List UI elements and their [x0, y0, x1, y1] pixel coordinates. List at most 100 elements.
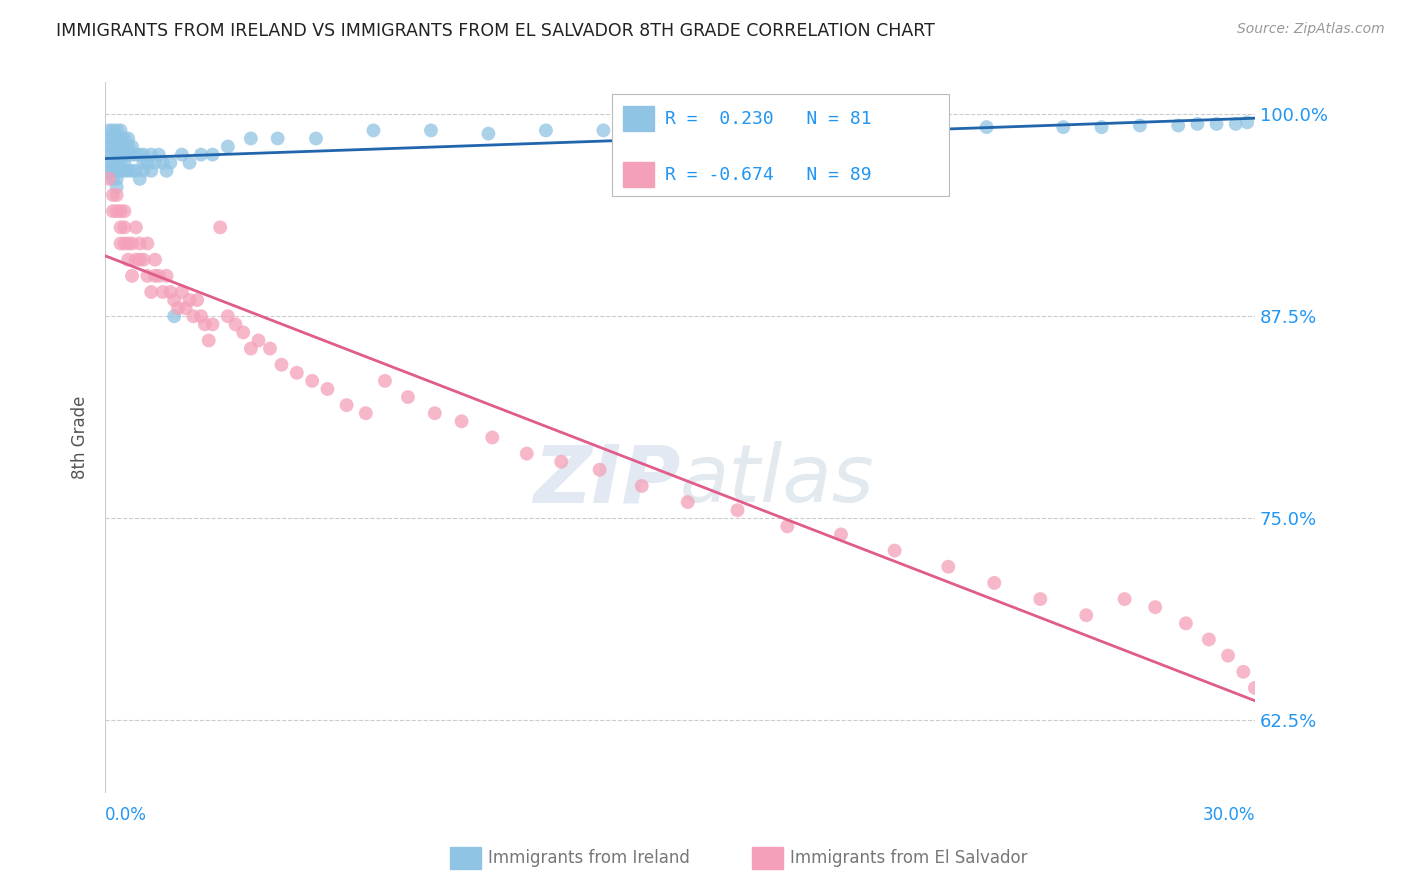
Point — [143, 252, 166, 267]
Text: IMMIGRANTS FROM IRELAND VS IMMIGRANTS FROM EL SALVADOR 8TH GRADE CORRELATION CHA: IMMIGRANTS FROM IRELAND VS IMMIGRANTS FR… — [56, 22, 935, 40]
Point — [209, 220, 232, 235]
Point — [898, 120, 921, 135]
Point — [132, 155, 155, 169]
Point — [117, 139, 139, 153]
Point — [110, 139, 132, 153]
Point — [101, 131, 124, 145]
Point — [101, 188, 124, 202]
Point — [301, 374, 323, 388]
Point — [117, 252, 139, 267]
Point — [148, 147, 170, 161]
Point — [776, 519, 799, 533]
Point — [1129, 119, 1152, 133]
Point — [201, 318, 224, 332]
Point — [1076, 608, 1098, 623]
Point — [1052, 120, 1074, 135]
Point — [1324, 730, 1347, 744]
Point — [136, 155, 159, 169]
Point — [101, 155, 124, 169]
Point — [125, 220, 148, 235]
Point — [190, 310, 212, 324]
Point — [1029, 592, 1052, 607]
Point — [105, 147, 128, 161]
Point — [1244, 681, 1267, 695]
Point — [630, 479, 652, 493]
Point — [101, 139, 124, 153]
Point — [128, 252, 150, 267]
Point — [727, 503, 749, 517]
Point — [101, 123, 124, 137]
Text: 30.0%: 30.0% — [1202, 805, 1256, 824]
Point — [117, 163, 139, 178]
Point — [98, 147, 121, 161]
Point — [217, 139, 239, 153]
Point — [141, 163, 163, 178]
Point — [259, 342, 281, 356]
Point — [132, 252, 155, 267]
Point — [420, 123, 443, 137]
Point — [98, 131, 121, 145]
Point — [101, 204, 124, 219]
Point — [152, 285, 174, 299]
Text: Immigrants from El Salvador: Immigrants from El Salvador — [790, 849, 1028, 867]
Point — [110, 236, 132, 251]
Text: Source: ZipAtlas.com: Source: ZipAtlas.com — [1237, 22, 1385, 37]
Point — [98, 172, 121, 186]
Point — [117, 236, 139, 251]
Point — [217, 310, 239, 324]
Point — [285, 366, 308, 380]
Point — [179, 155, 201, 169]
Point — [1301, 705, 1323, 719]
Point — [110, 147, 132, 161]
Point — [336, 398, 359, 412]
Point — [1198, 632, 1220, 647]
Point — [148, 268, 170, 283]
Point — [186, 293, 208, 307]
Y-axis label: 8th Grade: 8th Grade — [72, 396, 89, 479]
Point — [1289, 689, 1312, 703]
Point — [305, 131, 328, 145]
Point — [112, 139, 135, 153]
Point — [155, 268, 177, 283]
Point — [163, 293, 186, 307]
Point — [354, 406, 377, 420]
Point — [110, 204, 132, 219]
Point — [1144, 600, 1167, 615]
Point — [101, 172, 124, 186]
Point — [105, 155, 128, 169]
Point — [592, 123, 614, 137]
Text: Immigrants from Ireland: Immigrants from Ireland — [488, 849, 690, 867]
Point — [669, 123, 692, 137]
Point — [110, 155, 132, 169]
Point — [1313, 713, 1336, 727]
Point — [550, 455, 572, 469]
Point — [105, 172, 128, 186]
Point — [170, 147, 193, 161]
Point — [1225, 117, 1247, 131]
Point — [197, 334, 219, 348]
Point — [112, 204, 135, 219]
Point — [174, 301, 197, 315]
Point — [232, 326, 254, 340]
Point — [105, 204, 128, 219]
Point — [976, 120, 998, 135]
Point — [98, 155, 121, 169]
Point — [167, 301, 190, 315]
Point — [1278, 730, 1301, 744]
Point — [247, 334, 270, 348]
Point — [1358, 786, 1381, 800]
Point — [110, 163, 132, 178]
Point — [316, 382, 339, 396]
Point — [190, 147, 212, 161]
Point — [110, 220, 132, 235]
Point — [450, 414, 472, 428]
Point — [170, 285, 193, 299]
Point — [98, 123, 121, 137]
Point — [477, 127, 499, 141]
Point — [423, 406, 446, 420]
Point — [136, 236, 159, 251]
Point — [194, 318, 217, 332]
Point — [481, 430, 503, 444]
Point — [141, 285, 163, 299]
Point — [1187, 117, 1209, 131]
